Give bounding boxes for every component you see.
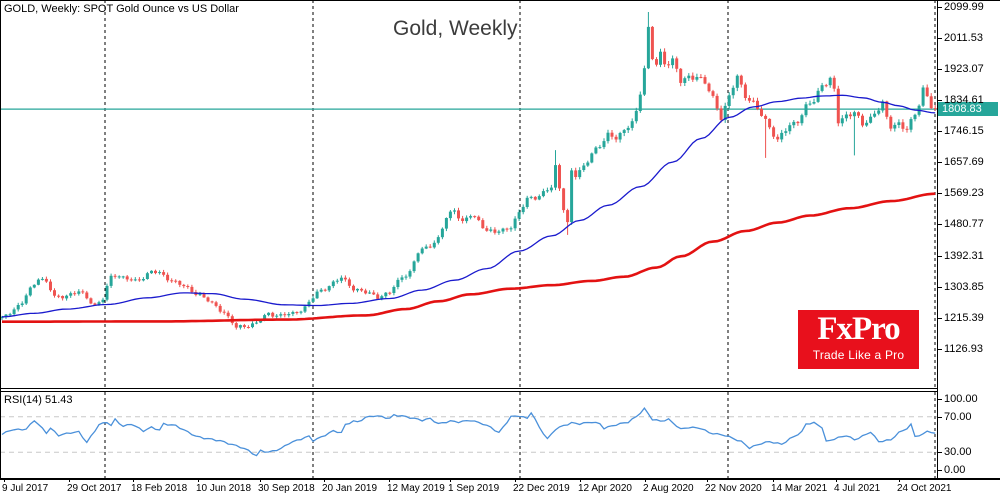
chart-title: Gold, Weekly: [393, 17, 518, 40]
date-tick: [515, 479, 516, 482]
main-chart-svg[interactable]: [0, 0, 937, 389]
price-tick-label: 1480.77: [944, 218, 984, 230]
price-tick: [937, 287, 942, 288]
price-tick: [937, 69, 942, 70]
price-axis-line: [937, 0, 938, 478]
price-tick: [937, 162, 942, 163]
date-tick: [580, 479, 581, 482]
date-tick-label: 9 Jul 2017: [2, 483, 49, 494]
date-tick-label: 22 Nov 2020: [705, 483, 762, 494]
date-tick: [324, 479, 325, 482]
date-tick: [4, 479, 5, 482]
rsi-panel-top-border: [0, 391, 937, 392]
date-tick: [450, 479, 451, 482]
price-tick: [937, 100, 942, 101]
price-tick-label: 1746.15: [944, 125, 984, 137]
date-tick-label: 20 Jan 2019: [322, 483, 378, 494]
date-tick-label: 18 Feb 2018: [131, 483, 188, 494]
current-price-tag: 1808.83: [938, 102, 998, 116]
frame-top-line: [0, 0, 1000, 1]
date-tick: [707, 479, 708, 482]
price-tick: [937, 38, 942, 39]
price-tick-label: 1392.31: [944, 250, 984, 262]
price-tick-label: 1923.07: [944, 63, 984, 75]
date-tick-label: 12 Apr 2020: [578, 483, 632, 494]
rsi-tick-label: 30.00: [944, 446, 972, 458]
price-tick-label: 1657.69: [944, 156, 984, 168]
rsi-tick-label: 100.00: [944, 393, 978, 405]
price-tick: [937, 193, 942, 194]
price-tick: [937, 131, 942, 132]
fxpro-tagline: Trade Like a Pro: [812, 348, 905, 362]
price-tick: [937, 256, 942, 257]
main-panel-bottom-border: [0, 388, 937, 389]
rsi-chart-svg[interactable]: [0, 392, 937, 478]
date-tick-label: 2 Aug 2020: [643, 483, 694, 494]
price-tick-label: 1303.85: [944, 281, 984, 293]
date-tick-label: 1 Sep 2019: [448, 483, 500, 494]
rsi-tick: [937, 452, 942, 453]
price-tick-label: 2099.99: [944, 1, 984, 13]
rsi-tick: [937, 399, 942, 400]
date-tick: [836, 479, 837, 482]
rsi-tick-label: 70.00: [944, 411, 972, 423]
date-tick-label: 29 Oct 2017: [67, 483, 122, 494]
price-tick-label: 1126.93: [944, 343, 983, 355]
price-tick-label: 2011.53: [944, 32, 983, 44]
price-tick-label: 1834.61: [944, 94, 984, 106]
rsi-tick: [937, 417, 942, 418]
date-tick: [260, 479, 261, 482]
fxpro-watermark: FxPro Trade Like a Pro: [798, 310, 919, 369]
date-tick-label: 14 Mar 2021: [771, 483, 828, 494]
date-tick-label: 12 May 2019: [387, 483, 445, 494]
frame-left-line: [0, 0, 1, 478]
price-tick: [937, 349, 942, 350]
price-tick: [937, 7, 942, 8]
date-tick: [69, 479, 70, 482]
date-tick-label: 24 Oct 2021: [897, 483, 952, 494]
date-tick: [133, 479, 134, 482]
date-tick: [389, 479, 390, 482]
date-tick: [899, 479, 900, 482]
price-tick: [937, 224, 942, 225]
price-tick-label: 1569.23: [944, 187, 984, 199]
date-tick: [198, 479, 199, 482]
date-tick-label: 4 Jul 2021: [834, 483, 881, 494]
time-axis-line: [0, 478, 1000, 480]
date-tick-label: 10 Jun 2018: [196, 483, 252, 494]
fxpro-logo-text: FxPro: [817, 311, 900, 347]
date-tick: [645, 479, 646, 482]
date-tick: [773, 479, 774, 482]
price-tick-label: 1215.39: [944, 312, 984, 324]
symbol-label: GOLD, Weekly: SPOT Gold Ounce vs US Doll…: [4, 3, 239, 15]
rsi-tick-label: 0.00: [944, 464, 966, 476]
rsi-indicator-label: RSI(14) 51.43: [4, 394, 73, 406]
price-tick: [937, 318, 942, 319]
date-tick-label: 30 Sep 2018: [258, 483, 315, 494]
date-tick-label: 22 Dec 2019: [513, 483, 570, 494]
rsi-tick: [937, 470, 942, 471]
